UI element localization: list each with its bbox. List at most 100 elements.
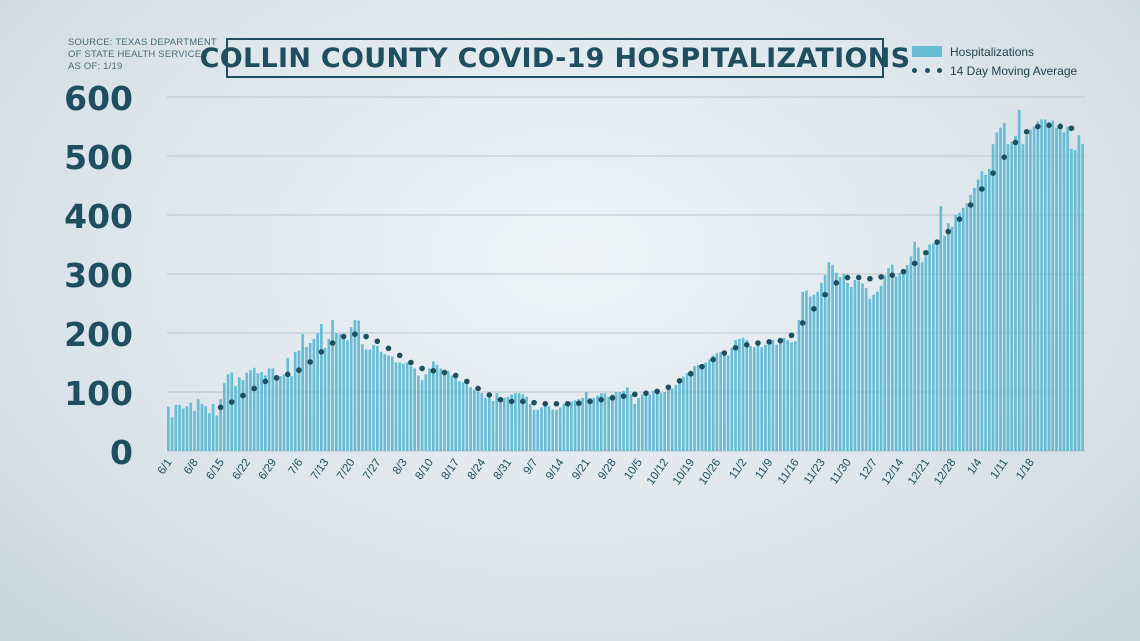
x-tick-label: 12/7 xyxy=(857,457,880,482)
moving-average-point xyxy=(240,392,246,399)
moving-average-point xyxy=(799,320,806,326)
bar xyxy=(226,374,230,451)
chart-legend: Hospitalizations 14 Day Moving Average xyxy=(912,42,1077,80)
moving-average-point xyxy=(654,388,660,395)
bar xyxy=(264,375,267,451)
x-tick-label: 9/7 xyxy=(522,457,541,477)
x-axis: 6/1 6/8 6/15 6/22 6/29 7/6 7/13 7/20 7/27 8/3 8/10… xyxy=(156,456,1037,487)
moving-average-point xyxy=(542,401,549,407)
bar xyxy=(312,338,316,451)
bar xyxy=(394,362,398,451)
bar xyxy=(797,320,801,451)
moving-average-point xyxy=(878,274,884,280)
moving-average-series xyxy=(217,122,1075,411)
bar xyxy=(331,320,334,451)
bar xyxy=(629,394,633,451)
bar xyxy=(667,389,670,451)
moving-average-point xyxy=(620,393,627,399)
moving-average-point xyxy=(452,372,459,379)
moving-average-point xyxy=(743,342,750,348)
bar xyxy=(245,372,249,451)
moving-average-point xyxy=(1023,129,1030,135)
x-tick-label: 1/11 xyxy=(988,457,1010,482)
bar xyxy=(334,333,338,451)
moving-average-point xyxy=(363,333,369,340)
bar xyxy=(831,265,834,451)
moving-average-point xyxy=(396,352,403,359)
moving-average-point xyxy=(721,350,728,356)
bar xyxy=(327,338,331,451)
bar xyxy=(1047,121,1051,451)
bar xyxy=(200,403,204,451)
legend-label-hospitalizations: Hospitalizations xyxy=(950,44,1035,59)
bar xyxy=(349,327,353,451)
bar xyxy=(443,371,446,451)
bar xyxy=(413,368,416,451)
moving-average-point xyxy=(217,404,224,411)
bar xyxy=(323,347,327,451)
moving-average-point xyxy=(430,367,437,374)
bar xyxy=(1070,148,1073,452)
bar xyxy=(745,340,749,451)
bar xyxy=(256,373,260,451)
bar xyxy=(652,390,655,451)
bar xyxy=(208,413,211,451)
bar xyxy=(252,367,256,451)
bar xyxy=(980,171,984,451)
bar xyxy=(398,362,402,451)
bar xyxy=(704,362,708,451)
x-tick-label: 8/3 xyxy=(391,457,410,477)
bar xyxy=(1055,127,1058,452)
x-tick-label: 11/30 xyxy=(828,457,854,487)
bar xyxy=(876,291,879,451)
bar xyxy=(808,296,812,451)
moving-average-point xyxy=(990,170,996,176)
bar xyxy=(987,168,991,452)
bar xyxy=(230,372,234,451)
bar xyxy=(577,399,581,451)
moving-average-point xyxy=(822,291,828,298)
moving-average-point xyxy=(307,359,313,365)
moving-average-point xyxy=(609,395,616,401)
bar xyxy=(495,393,499,451)
bar xyxy=(417,375,420,451)
legend-swatch-dots xyxy=(912,68,942,73)
bar xyxy=(1002,122,1006,452)
bar xyxy=(185,406,189,451)
bar xyxy=(820,282,823,451)
bar xyxy=(532,409,536,451)
bar xyxy=(293,351,297,451)
bar xyxy=(178,404,181,451)
moving-average-point xyxy=(441,369,448,376)
bar xyxy=(693,366,696,451)
legend-swatch-bar xyxy=(912,46,942,57)
x-tick-label: 8/24 xyxy=(466,456,489,482)
bar xyxy=(670,388,674,451)
x-tick-label: 7/6 xyxy=(286,457,305,477)
bar xyxy=(499,397,502,451)
bar xyxy=(260,371,263,451)
bar xyxy=(917,247,920,451)
bar xyxy=(510,394,514,451)
x-tick-label: 10/12 xyxy=(645,457,671,487)
bar xyxy=(767,342,771,451)
bar xyxy=(308,343,312,451)
moving-average-point xyxy=(1001,154,1008,160)
bar xyxy=(1077,135,1081,451)
bar xyxy=(887,268,890,451)
x-tick-label: 12/21 xyxy=(906,457,932,487)
moving-average-point xyxy=(777,337,784,344)
bar xyxy=(581,397,584,451)
y-tick-label: 200 xyxy=(64,315,133,354)
y-tick-label: 0 xyxy=(110,433,133,472)
bar xyxy=(196,399,200,451)
bar xyxy=(674,384,678,451)
moving-average-point xyxy=(945,228,952,235)
bar xyxy=(1062,132,1066,451)
bar xyxy=(431,361,435,451)
bar xyxy=(976,179,980,451)
bar xyxy=(465,383,469,451)
bar xyxy=(375,345,379,451)
y-tick-label: 300 xyxy=(64,256,133,295)
source-line-2: OF STATE HEALTH SERVICES xyxy=(68,49,208,60)
